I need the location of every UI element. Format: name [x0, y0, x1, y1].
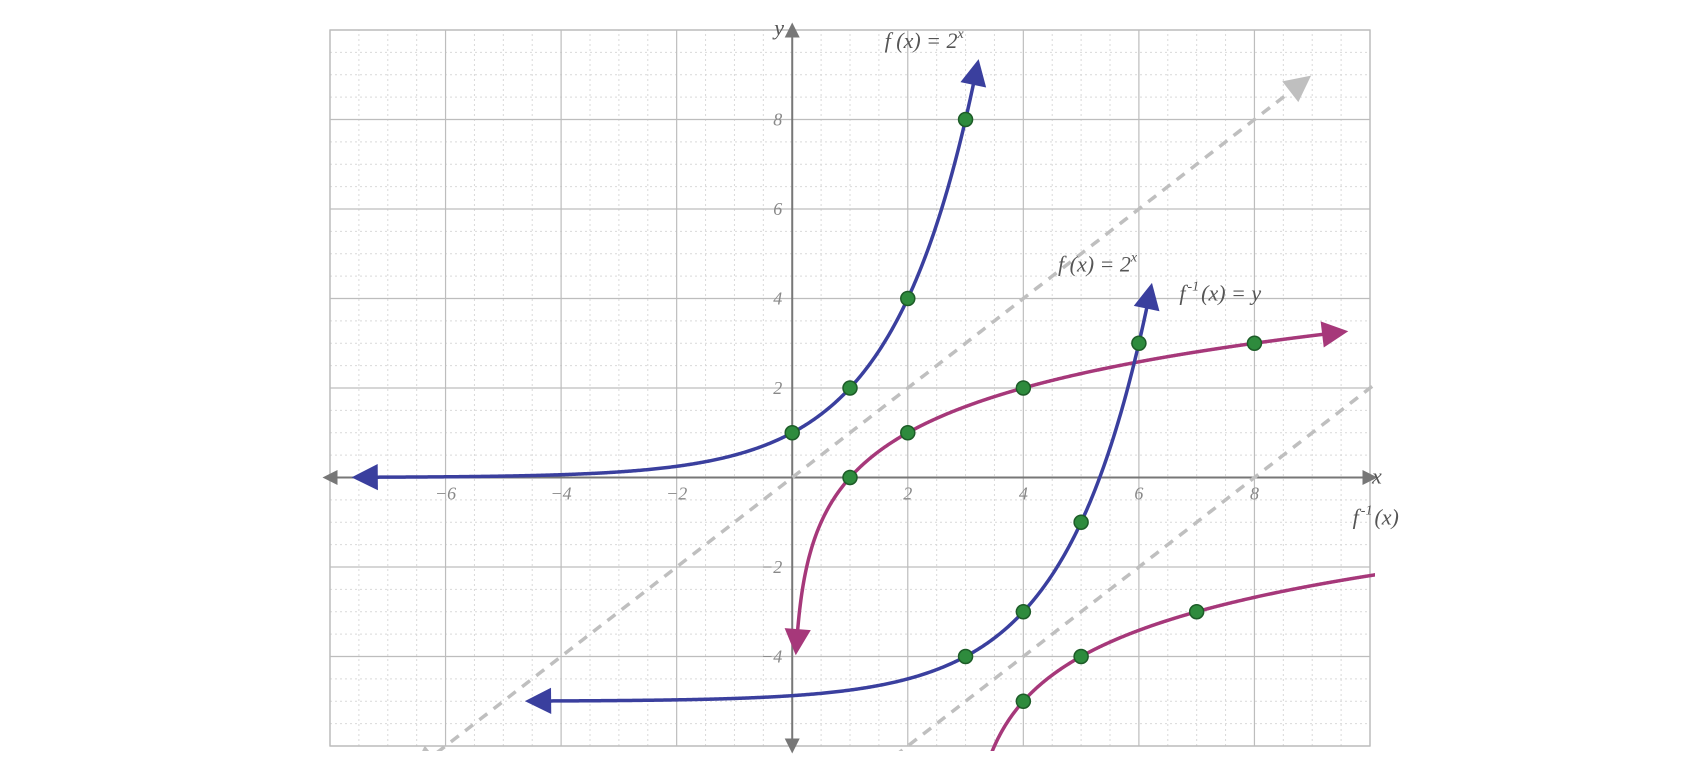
y-tick-label: 4	[773, 289, 782, 309]
marker-exp	[901, 292, 915, 306]
x-tick-label: −4	[551, 484, 572, 504]
x-tick-label: 8	[1250, 484, 1259, 504]
marker-exp	[1016, 605, 1030, 619]
marker-log	[1247, 336, 1261, 350]
exponential-log-plot: xy−6−4−22468−4−22468f (x) = 2xf-1(x) = y…	[300, 0, 1400, 776]
marker-exp	[1132, 336, 1146, 350]
x-tick-label: 2	[903, 484, 912, 504]
x-axis-label: x	[1371, 464, 1382, 489]
marker-log	[1190, 605, 1204, 619]
y-tick-label: 2	[773, 378, 782, 398]
y-tick-label: −4	[761, 647, 782, 667]
y-tick-label: −2	[761, 557, 782, 577]
marker-log	[901, 426, 915, 440]
marker-exp	[959, 113, 973, 127]
y-tick-label: 8	[773, 110, 782, 130]
marker-exp	[1074, 515, 1088, 529]
y-tick-label: 6	[773, 199, 782, 219]
marker-exp	[959, 650, 973, 664]
label-exp-0: f (x) = 2x	[885, 27, 965, 53]
marker-log	[1074, 650, 1088, 664]
y-axis-label: y	[772, 15, 784, 40]
label-exp-1: f (x) = 2x	[1058, 251, 1138, 277]
marker-log	[843, 471, 857, 485]
marker-log	[1016, 381, 1030, 395]
marker-log	[1016, 694, 1030, 708]
x-tick-label: −2	[666, 484, 687, 504]
marker-exp	[785, 426, 799, 440]
marker-exp	[843, 381, 857, 395]
x-tick-label: 4	[1019, 484, 1028, 504]
x-tick-label: 6	[1134, 484, 1143, 504]
x-tick-label: −6	[435, 484, 456, 504]
